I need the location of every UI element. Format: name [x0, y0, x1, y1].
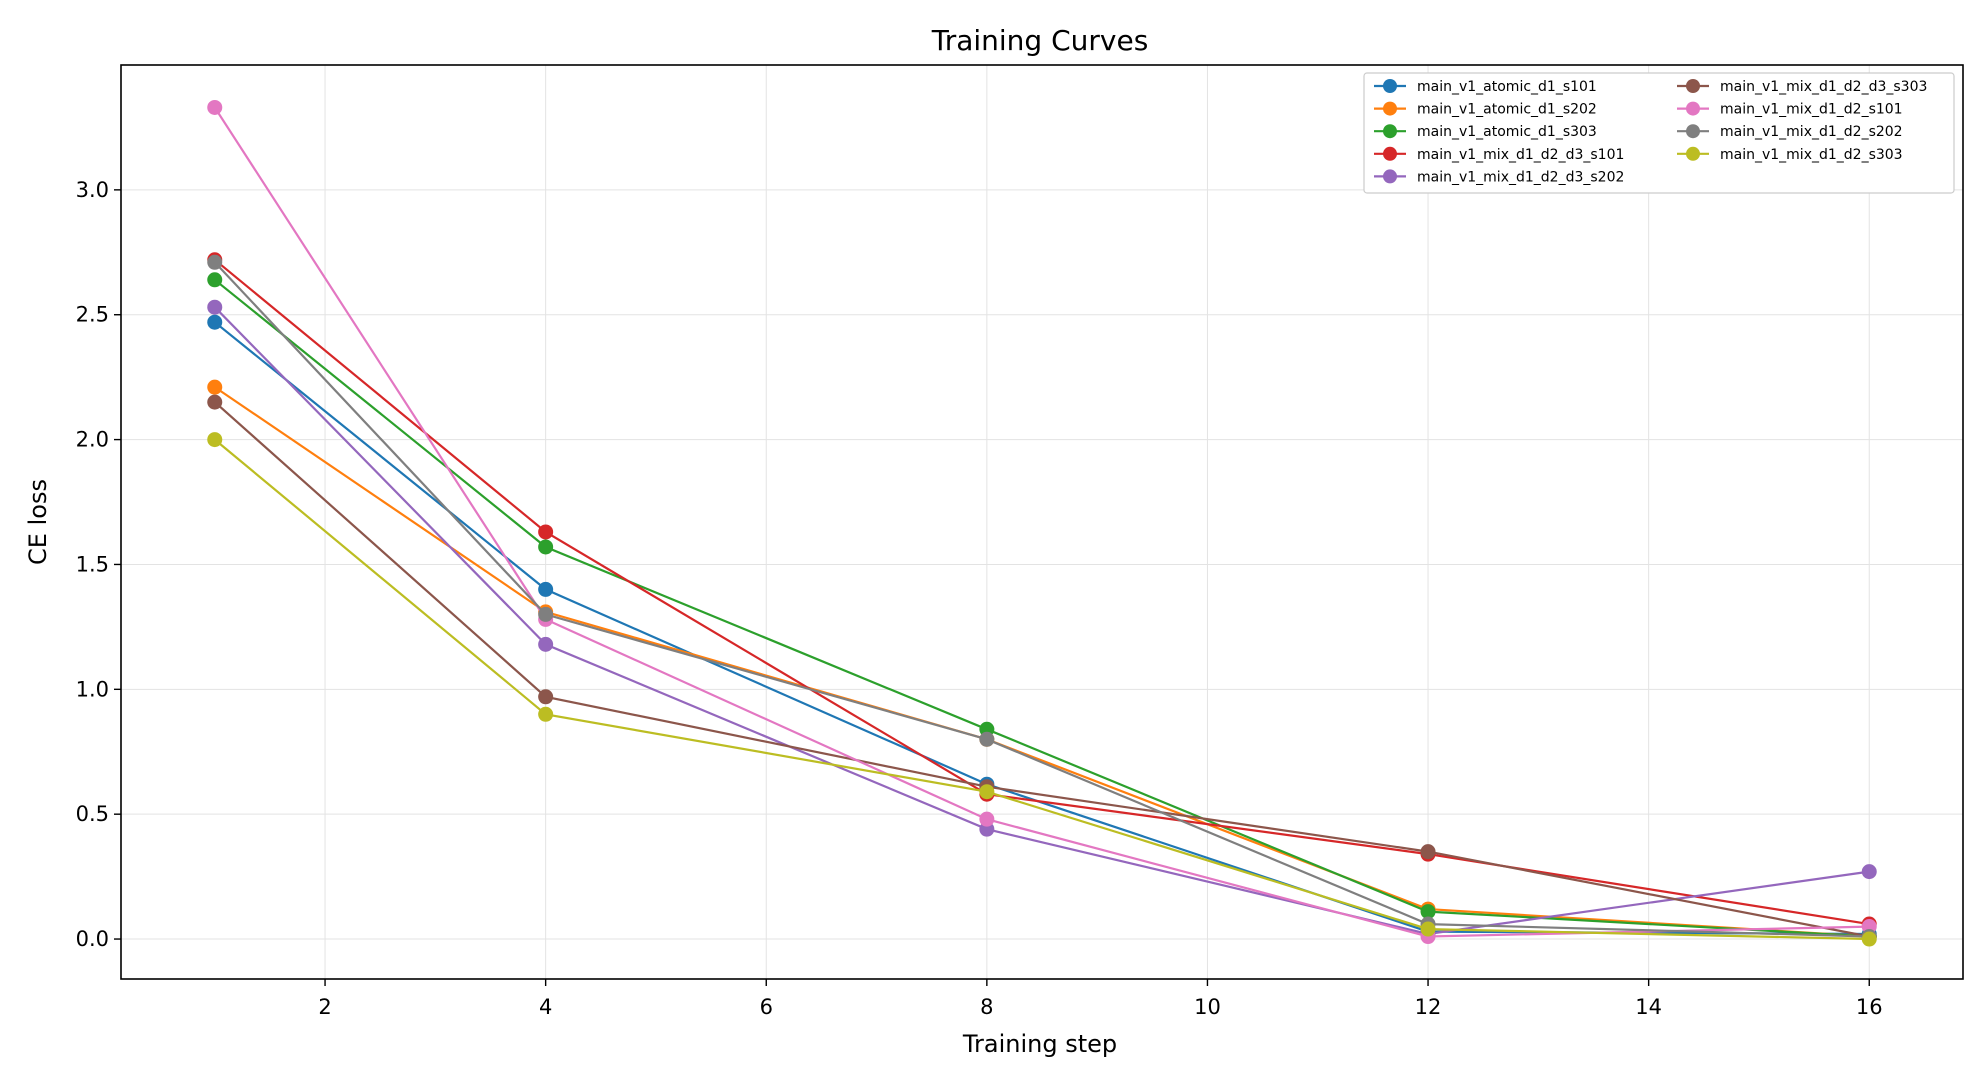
data-point [207, 99, 223, 115]
y-tick-label: 3.0 [76, 178, 109, 202]
data-point [979, 811, 995, 827]
axis-ticks: 2 4 6 8 10 12 14 16 0.0 0.5 1.0 1.5 2.0 2.5 3.0 [76, 178, 1883, 1019]
legend-item: main_v1_atomic_d1_s202 [1374, 101, 1597, 118]
legend-box [1363, 72, 1955, 194]
legend-marker [1686, 101, 1700, 116]
data-point [1861, 864, 1877, 880]
data-point [538, 706, 554, 722]
legend-label: main_v1_mix_d1_d2_s101 [1720, 102, 1903, 118]
y-tick-label: 1.5 [76, 552, 109, 576]
x-tick-label: 2 [318, 995, 331, 1019]
legend-item: main_v1_atomic_d1_s101 [1374, 79, 1597, 95]
series-main_v1_atomic_d1_s101 [207, 314, 1877, 942]
series-line [214, 386, 1870, 938]
series-main_v1_mix_d1_d2_s303 [207, 432, 1877, 947]
data-point [207, 432, 223, 448]
y-axis-label: CE loss [24, 479, 52, 565]
legend-item: main_v1_mix_d1_d2_s101 [1677, 101, 1903, 118]
x-axis-label: Training step [962, 1030, 1117, 1058]
x-tick-label: 16 [1856, 995, 1883, 1019]
data-point [1420, 844, 1436, 860]
x-tick-label: 10 [1194, 995, 1221, 1019]
legend-marker [1383, 79, 1397, 93]
y-tick-label: 2.5 [76, 303, 109, 327]
x-tick-label: 8 [980, 995, 993, 1019]
legend-item: main_v1_mix_d1_d2_d3_s101 [1374, 146, 1624, 163]
data-point [1420, 904, 1436, 920]
series-main_v1_mix_d1_d2_d3_s202 [207, 299, 1877, 942]
data-point [538, 581, 554, 597]
x-tick-label: 4 [539, 995, 552, 1019]
y-tick-label: 2.0 [76, 428, 109, 452]
legend-label: main_v1_atomic_d1_s303 [1417, 124, 1597, 140]
y-tick-label: 0.5 [76, 802, 109, 826]
x-tick-label: 14 [1635, 995, 1662, 1019]
data-point [207, 394, 223, 410]
plot-frame [120, 64, 1964, 980]
legend-item: main_v1_mix_d1_d2_d3_s202 [1374, 169, 1624, 185]
legend-marker [1383, 146, 1397, 161]
data-point [207, 379, 223, 395]
data-point [979, 731, 995, 747]
data-point [207, 299, 223, 315]
legend-label: main_v1_mix_d1_d2_d3_s303 [1720, 79, 1927, 95]
data-point [538, 539, 554, 555]
legend-label: main_v1_atomic_d1_s202 [1417, 102, 1597, 118]
data-point [538, 606, 554, 622]
x-tick-label: 6 [760, 995, 773, 1019]
data-point [538, 524, 554, 540]
x-tick-label: 12 [1415, 995, 1442, 1019]
data-point [979, 784, 995, 800]
legend-item: main_v1_atomic_d1_s303 [1374, 124, 1597, 140]
legend-label: main_v1_mix_d1_d2_d3_s101 [1417, 147, 1624, 163]
data-point [207, 272, 223, 288]
legend-marker [1686, 79, 1700, 93]
data-point [1420, 921, 1436, 937]
legend: main_v1_atomic_d1_s101 main_v1_atomic_d1_… [1363, 72, 1955, 194]
series-group [207, 99, 1877, 947]
series-main_v1_mix_d1_d2_s202 [207, 254, 1877, 945]
series-line [214, 278, 1870, 938]
series-main_v1_atomic_d1_s202 [207, 379, 1877, 945]
data-point [538, 636, 554, 652]
series-line [213, 261, 1870, 938]
data-point [207, 254, 223, 270]
legend-marker [1383, 101, 1397, 116]
legend-label: main_v1_atomic_d1_s101 [1417, 79, 1597, 95]
legend-item: main_v1_mix_d1_d2_s303 [1677, 146, 1903, 163]
legend-item: main_v1_mix_d1_d2_s202 [1677, 124, 1903, 140]
legend-label: main_v1_mix_d1_d2_s202 [1720, 124, 1903, 140]
legend-marker [1686, 124, 1700, 139]
y-tick-label: 1.0 [76, 677, 109, 701]
data-point [207, 314, 223, 330]
series-main_v1_mix_d1_d2_d3_s101 [207, 252, 1877, 932]
y-tick-label: 0.0 [76, 927, 109, 951]
legend-label: main_v1_mix_d1_d2_s303 [1720, 147, 1903, 163]
legend-marker [1383, 169, 1397, 184]
legend-label: main_v1_mix_d1_d2_d3_s202 [1417, 169, 1624, 185]
chart-title: Training Curves [931, 24, 1149, 57]
series-line [214, 401, 1870, 938]
legend-marker [1686, 146, 1700, 161]
data-point [1861, 931, 1877, 947]
legend-item: main_v1_mix_d1_d2_d3_s303 [1677, 79, 1927, 95]
series-line [214, 258, 1870, 926]
data-point [538, 689, 554, 705]
legend-marker [1383, 124, 1397, 139]
grid [121, 65, 1963, 979]
series-line [214, 306, 1870, 936]
